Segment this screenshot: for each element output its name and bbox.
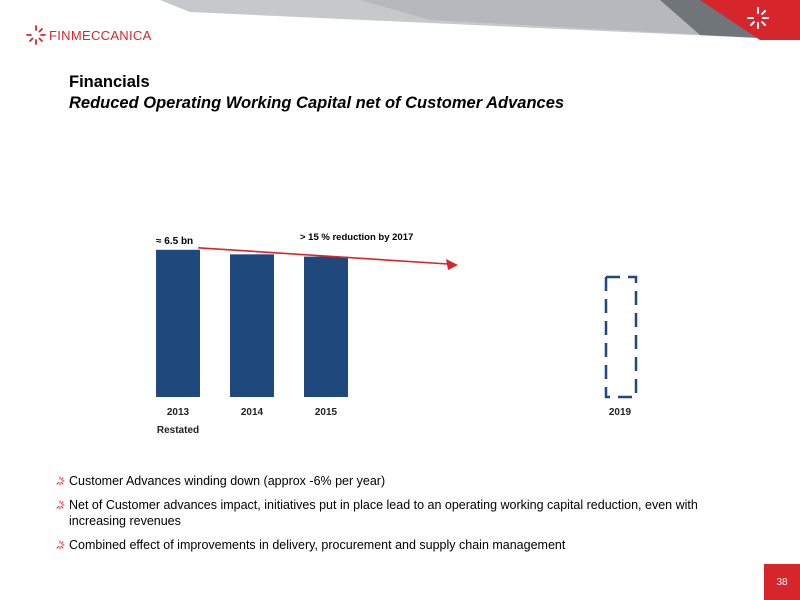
brand-logo: FINMECCANICA — [26, 25, 152, 45]
brand-name: FINMECCANICA — [49, 27, 152, 43]
finmeccanica-logo-icon — [26, 25, 46, 45]
bar-2014 — [230, 254, 274, 397]
list-item: Customer Advances winding down (approx -… — [55, 473, 735, 489]
page-number: 38 — [764, 564, 800, 600]
x-tick-label: 2014 — [241, 407, 264, 418]
header-red-corner — [700, 0, 800, 40]
x-tick-label: 2013 — [167, 407, 190, 418]
bar-value-label: ≈ 6.5 bn — [156, 236, 193, 247]
bar-target-2019 — [604, 275, 638, 399]
trend-arrow-line — [197, 246, 449, 265]
bar-2015 — [304, 256, 348, 397]
trend-label: > 15 % reduction by 2017 — [300, 232, 413, 243]
list-item: Net of Customer advances impact, initiat… — [55, 497, 735, 529]
list-item: Combined effect of improvements in deliv… — [55, 537, 735, 553]
page-title: Financials — [69, 73, 150, 91]
trend-arrow-head — [446, 259, 458, 270]
x-tick-label: 2019 — [609, 407, 632, 418]
bullet-spark-icon — [56, 476, 65, 486]
bullet-text: Combined effect of improvements in deliv… — [69, 538, 566, 552]
bullet-text: Customer Advances winding down (approx -… — [69, 474, 386, 488]
page-subtitle: Reduced Operating Working Capital net of… — [69, 94, 565, 112]
bullet-spark-icon — [56, 500, 65, 510]
bullet-spark-icon — [56, 540, 65, 550]
bullet-text: Net of Customer advances impact, initiat… — [69, 498, 698, 528]
working-capital-chart: 2013 Restated 2014 2015 2019 ≈ 6.5 bn > 15 % r… — [156, 232, 638, 436]
x-tick-sublabel: Restated — [157, 425, 199, 436]
bar-2013 — [156, 249, 200, 397]
bullet-list: Customer Advances winding down (approx -… — [55, 473, 735, 561]
finmeccanica-spark-icon — [747, 7, 769, 29]
header-band — [160, 0, 800, 40]
x-tick-label: 2015 — [315, 407, 338, 418]
